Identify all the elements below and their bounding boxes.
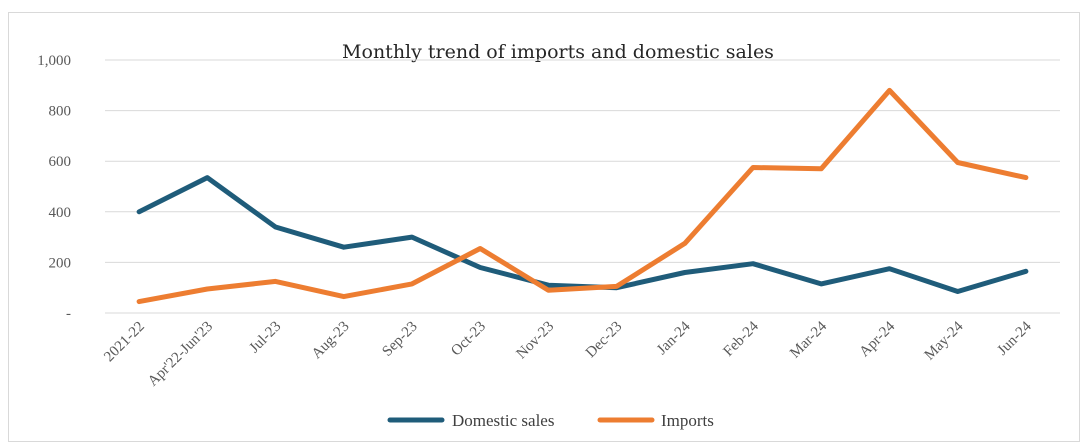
x-tick-label: Mar-24	[787, 318, 830, 361]
x-tick-label: Aug-23	[309, 319, 353, 363]
x-tick-label: Jul-23	[247, 319, 285, 357]
legend-label-domestic-sales: Domestic sales	[452, 411, 554, 430]
series-line-imports	[136, 87, 1029, 305]
chart-title: Monthly trend of imports and domestic sa…	[342, 41, 774, 63]
chart-frame	[8, 12, 1080, 442]
y-tick-label: 200	[49, 255, 72, 271]
legend-label-imports: Imports	[661, 411, 714, 430]
gridlines	[105, 59, 1060, 314]
y-tick-label: 400	[49, 205, 72, 221]
x-tick-label: Feb-24	[720, 318, 762, 360]
y-axis-ticks: - 200 400 600 800 1,000	[37, 53, 71, 322]
x-tick-label: Nov-23	[514, 319, 558, 363]
y-tick-label: 1,000	[37, 53, 71, 69]
series-lines	[136, 87, 1029, 305]
series-line-domestic-sales	[136, 175, 1029, 294]
x-tick-label: Oct-23	[448, 319, 489, 360]
y-tick-label: 600	[49, 154, 72, 170]
legend: Domestic sales Imports	[387, 411, 714, 430]
x-tick-label: Apr-24	[857, 318, 899, 360]
y-tick-label: 800	[49, 104, 72, 120]
x-tick-label: 2021-22	[101, 319, 148, 366]
x-tick-label: Jun-24	[995, 318, 1036, 359]
x-tick-label: Apr'22-Jun'23	[145, 319, 216, 390]
x-tick-label: Dec-23	[583, 319, 626, 362]
y-tick-label: -	[66, 306, 71, 322]
x-tick-label: Sep-23	[379, 319, 420, 360]
x-tick-label: May-24	[922, 318, 967, 363]
x-tick-label: Jan-24	[654, 318, 694, 358]
